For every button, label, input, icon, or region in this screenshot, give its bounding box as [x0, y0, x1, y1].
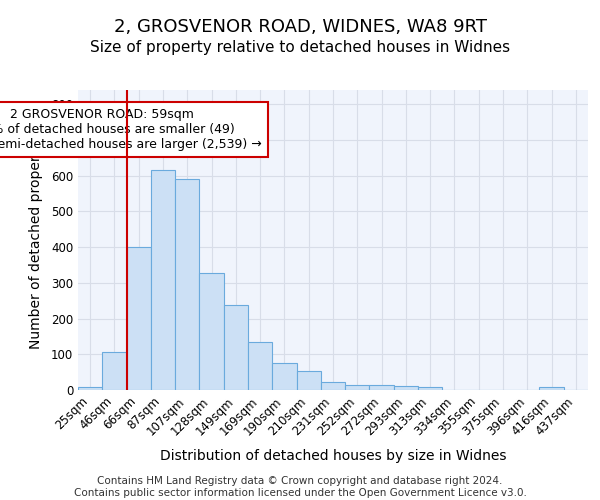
Text: Contains HM Land Registry data © Crown copyright and database right 2024.: Contains HM Land Registry data © Crown c… [97, 476, 503, 486]
Bar [345, 384, 370, 390]
Bar [175, 180, 199, 390]
Bar [394, 386, 418, 390]
Bar [370, 384, 394, 390]
Bar [418, 387, 442, 390]
Text: Size of property relative to detached houses in Widnes: Size of property relative to detached ho… [90, 40, 510, 55]
Bar [78, 387, 102, 390]
Bar [272, 362, 296, 390]
Bar [102, 352, 127, 390]
Text: 2 GROSVENOR ROAD: 59sqm
← 2% of detached houses are smaller (49)
98% of semi-det: 2 GROSVENOR ROAD: 59sqm ← 2% of detached… [0, 108, 262, 151]
Text: Contains public sector information licensed under the Open Government Licence v3: Contains public sector information licen… [74, 488, 526, 498]
Bar [151, 170, 175, 390]
Bar [539, 387, 564, 390]
Bar [224, 306, 248, 390]
Bar [127, 247, 151, 390]
X-axis label: Distribution of detached houses by size in Widnes: Distribution of detached houses by size … [160, 449, 506, 463]
Text: 2, GROSVENOR ROAD, WIDNES, WA8 9RT: 2, GROSVENOR ROAD, WIDNES, WA8 9RT [113, 18, 487, 36]
Bar [321, 382, 345, 390]
Bar [248, 342, 272, 390]
Bar [199, 273, 224, 390]
Bar [296, 371, 321, 390]
Y-axis label: Number of detached properties: Number of detached properties [29, 130, 43, 350]
